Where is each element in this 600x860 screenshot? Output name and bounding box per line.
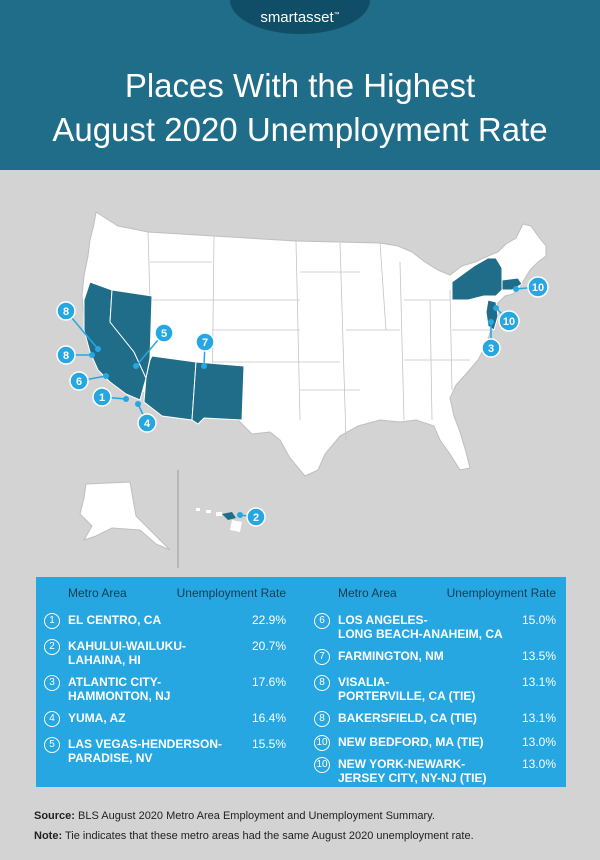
metro-name: LAS VEGAS-HENDERSON- PARADISE, NV (68, 737, 223, 765)
unemployment-rate-header: Unemployment Rate (446, 586, 556, 600)
new-jersey-highlight (485, 299, 499, 331)
rank-badge: 10 (314, 735, 330, 751)
new-york-highlight (451, 257, 503, 301)
metro-name: EL CENTRO, CA (68, 613, 162, 627)
svg-text:6: 6 (76, 376, 82, 388)
rate-value: 13.1% (521, 675, 556, 689)
rank-badge: 10 (314, 757, 330, 773)
title-line-2: August 2020 Unemployment Rate (52, 111, 548, 148)
svg-text:10: 10 (503, 316, 515, 328)
new-mexico-highlight (191, 361, 245, 425)
ranking-table: Metro Area Unemployment Rate 1 EL CENTRO… (36, 577, 566, 787)
svg-text:10: 10 (532, 282, 544, 294)
marker-5: 5 (154, 323, 174, 343)
metro-area-header: Metro Area (338, 586, 397, 600)
metro-name: ATLANTIC CITY- HAMMONTON, NJ (68, 675, 171, 703)
marker-1: 1 (92, 387, 112, 407)
rate-value: 13.0% (521, 735, 556, 749)
arizona-highlight (143, 355, 197, 421)
marker-8-bakersfield: 8 (56, 345, 76, 365)
footnote: Note: Tie indicates that these metro are… (34, 830, 474, 842)
rate-value: 16.4% (251, 711, 286, 725)
rate-value: 15.0% (521, 613, 556, 627)
rate-value: 17.6% (251, 675, 286, 689)
marker-6: 6 (69, 371, 89, 391)
metro-name: BAKERSFIELD, CA (TIE) (338, 711, 477, 725)
marker-3: 3 (481, 338, 501, 358)
logo-tab: smartasset™ (230, 0, 370, 34)
metro-name: NEW BEDFORD, MA (TIE) (338, 735, 484, 749)
map-markers: 8 8 6 1 4 5 7 2 3 10 10 (56, 276, 549, 527)
rank-badge: 3 (44, 675, 60, 691)
svg-text:8: 8 (63, 350, 69, 362)
rank-badge: 7 (314, 649, 330, 665)
us-map: 8 8 6 1 4 5 7 2 3 10 10 (56, 211, 549, 568)
source-note: Source: BLS August 2020 Metro Area Emplo… (34, 810, 435, 822)
marker-4: 4 (137, 413, 157, 433)
svg-text:7: 7 (202, 337, 208, 349)
rank-badge: 8 (314, 711, 330, 727)
rank-badge: 2 (44, 639, 60, 655)
rank-badge: 8 (314, 675, 330, 691)
marker-dots (89, 286, 519, 518)
metro-name: FARMINGTON, NM (338, 649, 444, 663)
header-banner: smartasset™ Places With the Highest Augu… (0, 0, 600, 170)
rank-badge: 6 (314, 613, 330, 629)
marker-7: 7 (195, 332, 215, 352)
us-contiguous-land (81, 211, 547, 477)
svg-text:2: 2 (253, 512, 259, 524)
marker-8-visalia: 8 (56, 301, 76, 321)
state-borders (147, 231, 490, 441)
marker-10-new-bedford: 10 (527, 276, 549, 298)
marker-10-new-york: 10 (498, 310, 520, 332)
rate-value: 20.7% (251, 639, 286, 653)
metro-name: NEW YORK-NEWARK- JERSEY CITY, NY-NJ (TIE) (338, 757, 487, 785)
rate-value: 15.5% (251, 737, 286, 751)
metro-name: LOS ANGELES- LONG BEACH-ANAHEIM, CA (338, 613, 503, 641)
metro-name: YUMA, AZ (68, 711, 126, 725)
brand-logo: smartasset™ (260, 9, 340, 26)
svg-text:5: 5 (161, 328, 167, 340)
title-line-1: Places With the Highest (124, 67, 476, 104)
metro-name: KAHULUI-WAILUKU- LAHAINA, HI (68, 639, 186, 667)
rate-value: 22.9% (251, 613, 286, 627)
marker-2: 2 (246, 507, 266, 527)
svg-text:4: 4 (144, 418, 151, 430)
alaska-land (79, 481, 171, 551)
rate-value: 13.1% (521, 711, 556, 725)
unemployment-rate-header: Unemployment Rate (176, 586, 286, 600)
rank-badge: 5 (44, 737, 60, 753)
metro-name: VISALIA- PORTERVILLE, CA (TIE) (338, 675, 476, 703)
rank-badge: 1 (44, 613, 60, 629)
hawaii-land (196, 508, 242, 532)
rate-value: 13.0% (521, 757, 556, 771)
rank-badge: 4 (44, 711, 60, 727)
svg-text:8: 8 (63, 306, 69, 318)
svg-text:3: 3 (488, 343, 494, 355)
metro-area-header: Metro Area (68, 586, 127, 600)
rate-value: 13.5% (521, 649, 556, 663)
svg-text:1: 1 (99, 392, 105, 404)
